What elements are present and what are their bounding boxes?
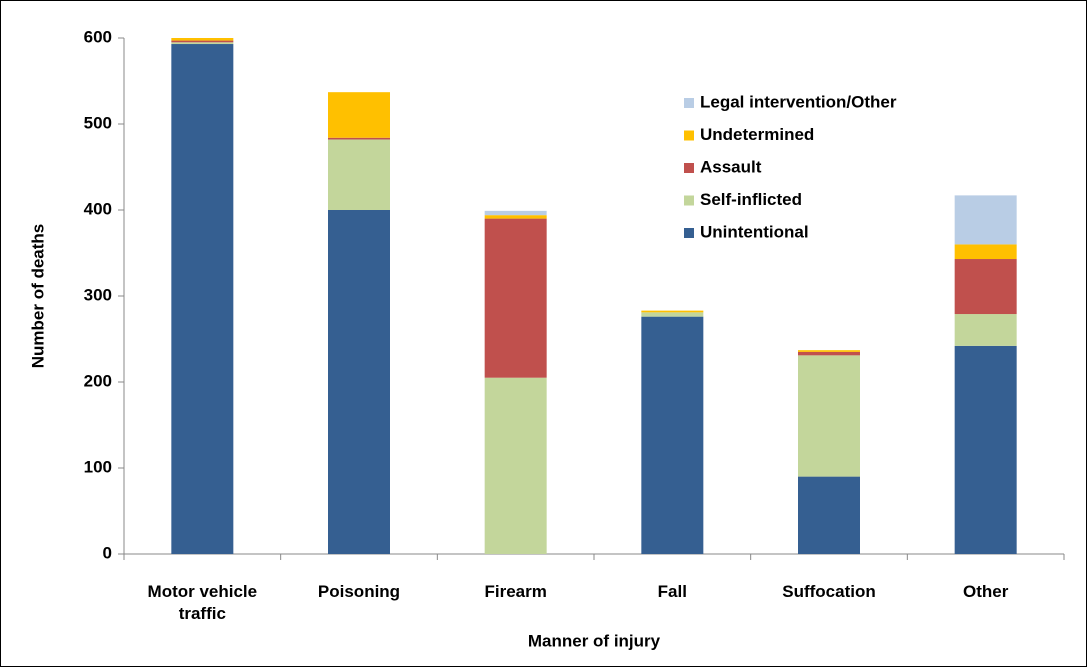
bar-segment [171,42,234,45]
legend-swatch [684,228,694,238]
y-tick-label: 500 [84,113,112,132]
legend-label: Assault [700,157,762,176]
bar-segment [171,40,234,43]
bar-segment [954,314,1017,346]
x-axis-label: Manner of injury [528,631,661,650]
y-tick-label: 300 [84,285,112,304]
legend-swatch [684,163,694,173]
x-tick-label: Fall [657,582,687,601]
bar-segment [328,210,390,554]
bar-segment [954,345,1017,554]
bar-segment [798,351,860,356]
x-tick-label: Suffocation [782,582,876,601]
bar-segment [484,377,547,554]
bar-segment [954,259,1017,315]
bar-segment [798,476,860,554]
bar-segment [641,310,704,313]
legend-swatch [684,130,694,141]
legend-label: Unintentional [700,222,809,241]
bar-segment [798,350,860,352]
bar-segment [328,92,390,138]
y-tick-label: 600 [84,27,112,46]
y-tick-label: 100 [84,457,112,476]
bar-segment [484,210,547,216]
bar-segment [171,38,234,41]
y-tick-label: 0 [103,543,112,562]
bar-segment [171,44,234,555]
bar-segment [641,312,704,317]
bar-segment [798,355,860,477]
x-tick-label: Motor vehicle traffic [147,582,258,623]
bar-segment [954,244,1017,260]
legend-label: Legal intervention/Other [700,92,897,111]
bar-segment [328,139,390,210]
y-tick-label: 400 [84,199,112,218]
bar-segment [484,215,547,219]
y-tick-label: 200 [84,371,112,390]
bar-segment [954,195,1017,245]
legend-label: Self-inflicted [700,190,802,209]
x-tick-label: Poisoning [317,582,401,601]
bar-segment [641,316,704,554]
bar-segment [328,137,390,140]
bar-segment [484,218,547,378]
x-tick-label: Firearm [484,582,547,601]
legend-label: Undetermined [700,125,814,144]
x-tick-label: Other [962,582,1009,601]
y-axis-label: Number of deaths [28,224,47,369]
legend-swatch [684,195,694,206]
legend-swatch [684,98,694,108]
